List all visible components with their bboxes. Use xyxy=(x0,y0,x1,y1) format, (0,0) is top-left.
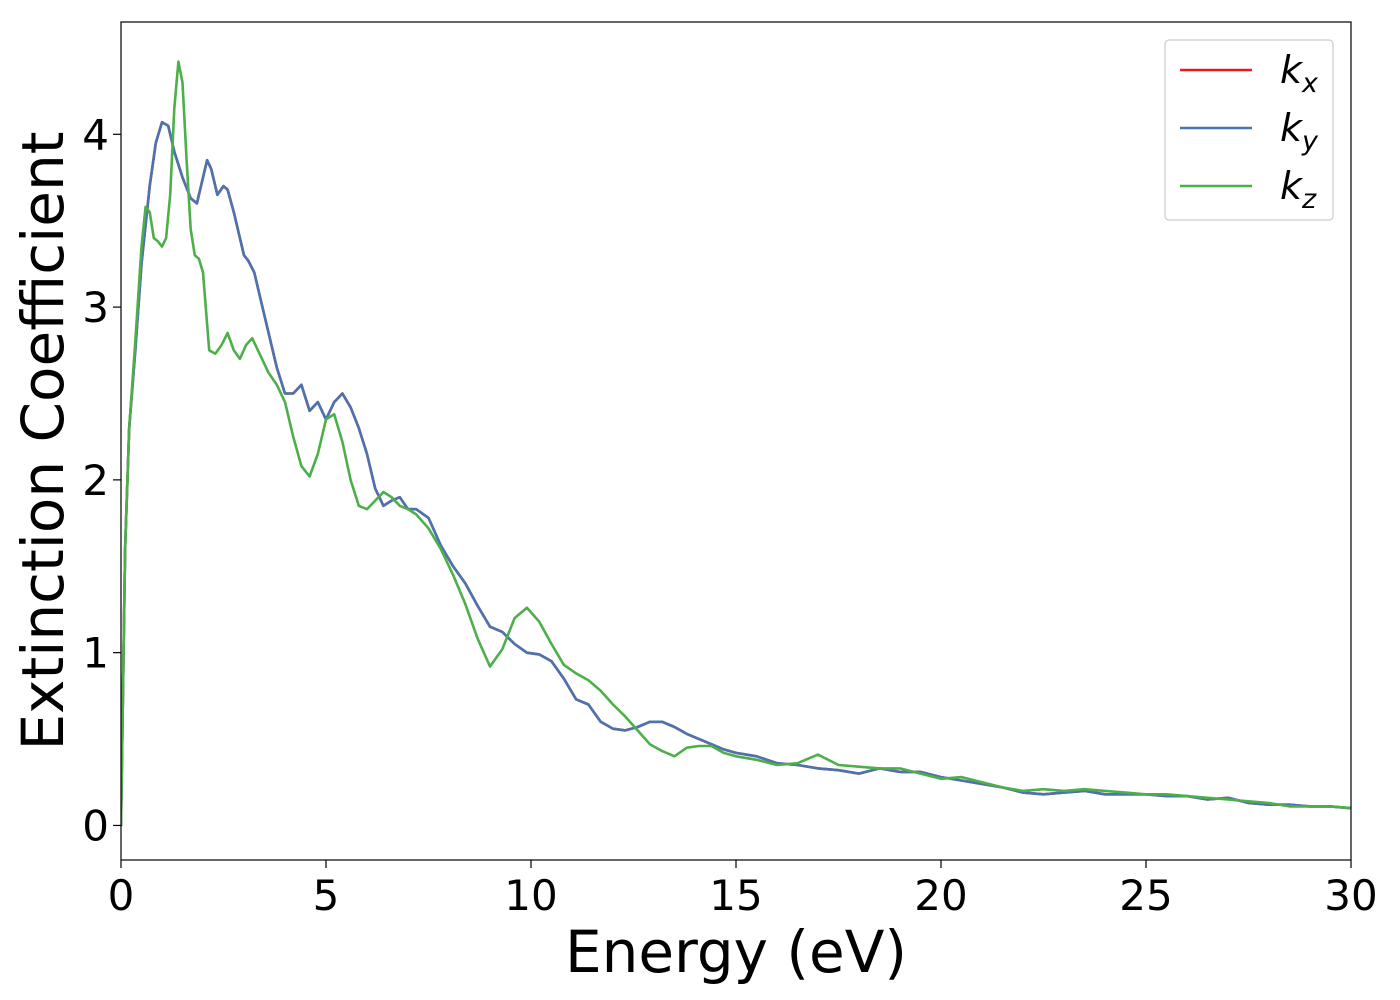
series-layer xyxy=(121,60,1351,827)
y-tick-label: 0 xyxy=(82,801,109,850)
y-tick-label: 3 xyxy=(82,283,109,332)
legend: kx ky kz xyxy=(1164,39,1334,221)
legend-box xyxy=(1164,39,1334,221)
series-line-x xyxy=(121,120,1351,827)
legend-entry-y: ky xyxy=(1180,106,1319,157)
x-tick-label: 5 xyxy=(313,871,340,920)
y-tick-label: 1 xyxy=(82,629,109,678)
legend-label-x: kx xyxy=(1280,48,1319,99)
y-tick-label: 2 xyxy=(82,456,109,505)
x-tick-label: 0 xyxy=(108,871,135,920)
legend-entry-x: kx xyxy=(1180,48,1319,99)
x-tick-label: 25 xyxy=(1119,871,1172,920)
y-axis-label: Extinction Coefficient xyxy=(9,132,77,751)
x-tick-label: 15 xyxy=(709,871,762,920)
x-tick-label: 10 xyxy=(504,871,557,920)
legend-label-z: kz xyxy=(1280,164,1317,215)
x-tick-label: 30 xyxy=(1324,871,1377,920)
y-axis-ticks: 0 1 2 3 4 xyxy=(82,110,121,850)
x-axis-label: Energy (eV) xyxy=(565,918,907,986)
x-tick-label: 20 xyxy=(914,871,967,920)
series-line-z xyxy=(121,60,1351,827)
y-tick-label: 4 xyxy=(82,110,109,159)
legend-entries: kx ky kz xyxy=(1180,48,1319,215)
x-axis-ticks: 0 5 10 15 20 25 30 xyxy=(108,860,1378,920)
legend-label-y: ky xyxy=(1280,106,1319,157)
legend-entry-z: kz xyxy=(1180,164,1317,215)
series-line-y xyxy=(121,120,1351,827)
